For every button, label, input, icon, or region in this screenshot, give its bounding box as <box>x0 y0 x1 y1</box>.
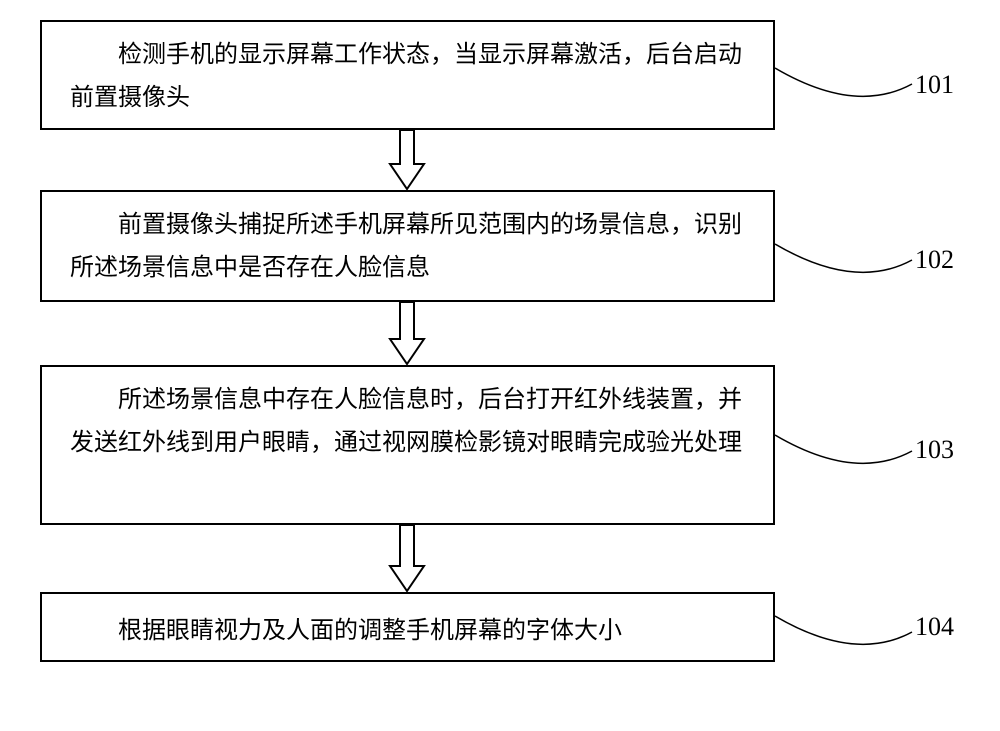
flow-node-104: 根据眼睛视力及人面的调整手机屏幕的字体大小 <box>40 592 775 662</box>
flow-node-104-text: 根据眼睛视力及人面的调整手机屏幕的字体大小 <box>118 618 622 644</box>
flow-node-103-text: 所述场景信息中存在人脸信息时，后台打开红外线装置，并发送红外线到用户眼睛，通过视… <box>70 387 742 456</box>
flow-node-103: 所述场景信息中存在人脸信息时，后台打开红外线装置，并发送红外线到用户眼睛，通过视… <box>40 365 775 525</box>
flowchart-canvas: 检测手机的显示屏幕工作状态，当显示屏幕激活，后台启动前置摄像头 101 前置摄像… <box>0 0 1000 731</box>
flow-label-101: 101 <box>915 70 954 100</box>
flow-node-101-text: 检测手机的显示屏幕工作状态，当显示屏幕激活，后台启动前置摄像头 <box>70 42 742 111</box>
flow-label-102: 102 <box>915 245 954 275</box>
arrow-101-to-102 <box>387 130 427 190</box>
flow-node-102-text: 前置摄像头捕捉所述手机屏幕所见范围内的场景信息，识别所述场景信息中是否存在人脸信… <box>70 212 742 281</box>
arrow-102-to-103 <box>387 302 427 365</box>
label-connector-104 <box>775 608 915 663</box>
flow-node-102: 前置摄像头捕捉所述手机屏幕所见范围内的场景信息，识别所述场景信息中是否存在人脸信… <box>40 190 775 302</box>
flow-label-104: 104 <box>915 612 954 642</box>
flow-node-101: 检测手机的显示屏幕工作状态，当显示屏幕激活，后台启动前置摄像头 <box>40 20 775 130</box>
label-connector-103 <box>775 427 915 482</box>
label-connector-102 <box>775 236 915 291</box>
label-connector-101 <box>775 60 915 115</box>
flow-label-103: 103 <box>915 435 954 465</box>
arrow-103-to-104 <box>387 525 427 592</box>
